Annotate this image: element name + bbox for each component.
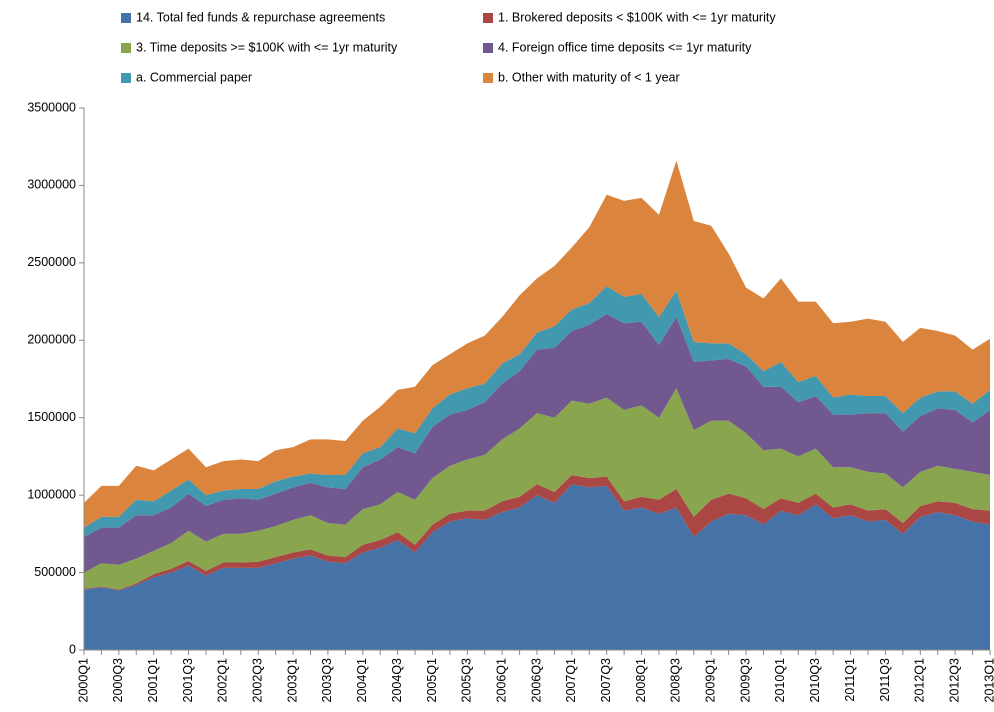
y-tick-label: 2500000: [27, 255, 76, 269]
x-tick-label: 2002Q1: [216, 658, 230, 703]
x-tick-label: 2003Q1: [285, 658, 299, 703]
legend-label: 14. Total fed funds & repurchase agreeme…: [136, 10, 385, 24]
legend-swatch: [121, 73, 131, 83]
x-tick-label: 2011Q1: [843, 658, 857, 702]
x-tick-label: 2013Q1: [982, 658, 994, 703]
x-tick-label: 2006Q3: [529, 658, 543, 703]
x-tick-label: 2009Q3: [738, 658, 752, 703]
x-tick-label: 2005Q1: [425, 658, 439, 703]
legend-label: 4. Foreign office time deposits <= 1yr m…: [498, 40, 752, 54]
x-tick-label: 2008Q1: [634, 658, 648, 703]
x-tick-label: 2007Q3: [599, 658, 613, 703]
x-tick-label: 2002Q3: [251, 658, 265, 703]
x-tick-label: 2000Q3: [111, 658, 125, 703]
area: [84, 388, 990, 590]
legend-label: b. Other with maturity of < 1 year: [498, 70, 680, 84]
area: [84, 484, 990, 650]
x-tick-label: 2012Q1: [913, 658, 927, 703]
area: [84, 160, 990, 528]
legend-swatch: [483, 73, 493, 83]
y-tick-label: 1000000: [27, 487, 76, 501]
x-tick-label: 2008Q3: [669, 658, 683, 703]
legend-label: 1. Brokered deposits < $100K with <= 1yr…: [498, 10, 776, 24]
x-tick-label: 2005Q3: [460, 658, 474, 703]
x-tick-label: 2011Q3: [878, 658, 892, 702]
x-tick-label: 2006Q1: [494, 658, 508, 703]
x-tick-label: 2004Q3: [390, 658, 404, 703]
y-tick-label: 500000: [34, 565, 76, 579]
legend-label: 3. Time deposits >= $100K with <= 1yr ma…: [136, 40, 398, 54]
y-tick-label: 3000000: [27, 178, 76, 192]
legend-swatch: [483, 43, 493, 53]
legend-swatch: [483, 13, 493, 23]
area: [84, 313, 990, 573]
legend-label: a. Commercial paper: [136, 70, 252, 84]
y-tick-label: 0: [69, 642, 76, 656]
legend-swatch: [121, 43, 131, 53]
x-tick-label: 2010Q1: [773, 658, 787, 703]
area: [84, 286, 990, 537]
x-tick-label: 2000Q1: [76, 658, 90, 703]
y-tick-label: 1500000: [27, 410, 76, 424]
x-tick-label: 2001Q3: [181, 658, 195, 703]
x-tick-label: 2010Q3: [808, 658, 822, 703]
x-tick-label: 2009Q1: [704, 658, 718, 703]
x-tick-label: 2001Q1: [146, 658, 160, 703]
y-tick-label: 3500000: [27, 100, 76, 114]
x-tick-label: 2007Q1: [564, 658, 578, 703]
y-tick-label: 2000000: [27, 333, 76, 347]
x-tick-label: 2012Q3: [947, 658, 961, 703]
x-tick-label: 2003Q3: [320, 658, 334, 703]
legend-swatch: [121, 13, 131, 23]
x-tick-label: 2004Q1: [355, 658, 369, 703]
